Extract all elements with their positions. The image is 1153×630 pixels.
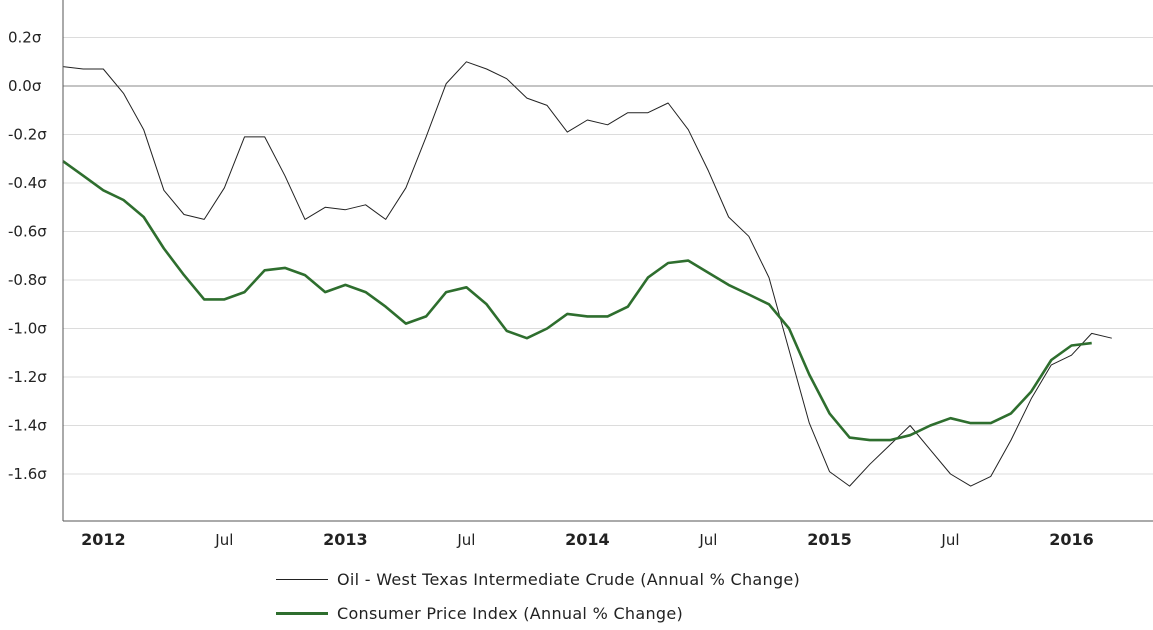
- y-tick-label: -1.0σ: [8, 320, 47, 338]
- x-tick-label: 2016: [1049, 530, 1094, 549]
- legend-item-cpi[interactable]: Consumer Price Index (Annual % Change): [276, 596, 800, 630]
- x-tick-label: Jul: [456, 531, 475, 549]
- y-tick-label: -1.6σ: [8, 465, 47, 483]
- y-tick-label: -1.4σ: [8, 417, 47, 435]
- gridlines: [63, 37, 1153, 475]
- series-line-cpi: [62, 160, 1092, 442]
- legend: Oil - West Texas Intermediate Crude (Ann…: [276, 562, 800, 630]
- series-line-oil: [62, 61, 1112, 487]
- y-tick-label: -0.8σ: [8, 271, 47, 289]
- y-axis-tick-labels: 0.2σ 0.0σ -0.2σ -0.4σ -0.6σ -0.8σ -1.0σ -1.2σ -1…: [8, 29, 47, 484]
- x-tick-label: Jul: [940, 531, 959, 549]
- legend-label-cpi: Consumer Price Index (Annual % Change): [337, 603, 684, 623]
- x-tick-label: Jul: [698, 531, 717, 549]
- legend-label-oil: Oil - West Texas Intermediate Crude (Ann…: [337, 569, 801, 589]
- legend-swatch-oil: [276, 578, 328, 580]
- legend-item-oil[interactable]: Oil - West Texas Intermediate Crude (Ann…: [276, 562, 800, 596]
- x-axis-tick-labels: 2012 Jul 2013 Jul 2014 Jul 2015 Jul 2016: [81, 530, 1094, 549]
- legend-swatch-cpi: [276, 611, 328, 615]
- x-tick-label: 2013: [323, 530, 368, 549]
- x-tick-label: 2015: [807, 530, 852, 549]
- y-tick-label: 0.0σ: [8, 77, 42, 95]
- x-tick-label: Jul: [214, 531, 233, 549]
- x-tick-label: 2014: [565, 530, 610, 549]
- y-tick-label: -0.4σ: [8, 174, 47, 192]
- y-tick-label: 0.2σ: [8, 29, 42, 47]
- y-tick-label: -1.2σ: [8, 368, 47, 386]
- x-tick-label: 2012: [81, 530, 126, 549]
- series-lines: [62, 61, 1112, 487]
- y-tick-label: -0.6σ: [8, 223, 47, 241]
- y-tick-label: -0.2σ: [8, 126, 47, 144]
